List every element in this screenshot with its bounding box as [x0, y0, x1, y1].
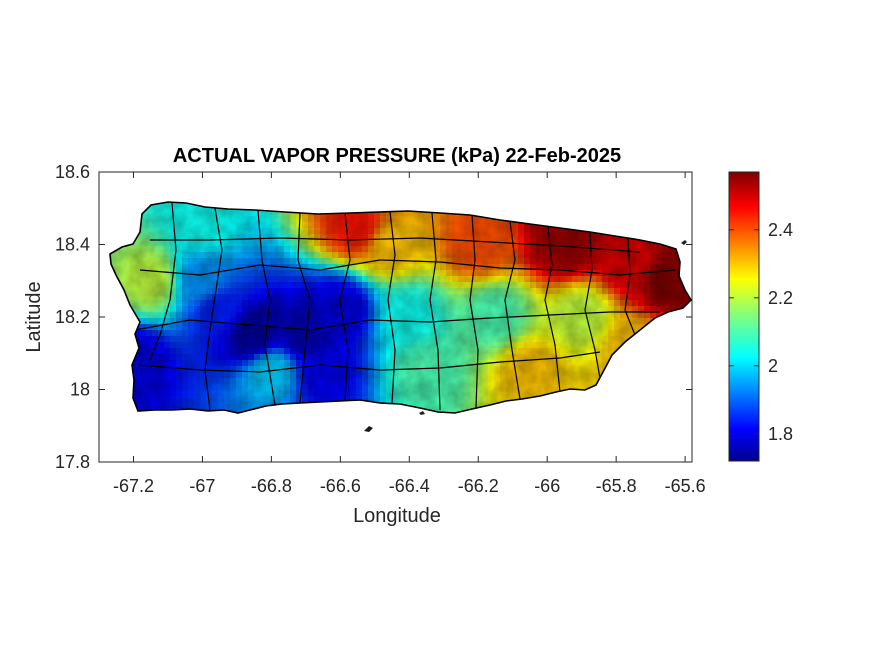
field-cell [692, 222, 699, 229]
colorbar-tick-label: 2.4 [768, 220, 793, 240]
x-axis-label: Longitude [353, 505, 441, 527]
field-cell [692, 390, 699, 397]
field-cell [692, 378, 699, 385]
x-tick-label: -65.8 [596, 476, 637, 496]
y-tick-label: 18.2 [55, 307, 90, 327]
colorbar [729, 172, 759, 461]
y-tick-label: 18.6 [55, 162, 90, 182]
y-tick-label: 18 [70, 380, 90, 400]
field-cell [692, 300, 699, 307]
field-cell [692, 210, 699, 217]
field-cell [692, 360, 699, 367]
field-cell [692, 246, 699, 253]
field-cell [692, 324, 699, 331]
x-tick-label: -66.8 [251, 476, 292, 496]
field-cell [692, 312, 699, 319]
field-cell [692, 204, 699, 211]
y-tick-label: 17.8 [55, 452, 90, 472]
y-axis-label: Latitude [23, 281, 45, 352]
field-cell [692, 336, 699, 343]
field-cell [692, 240, 699, 247]
field-cell [692, 318, 699, 325]
field-cell [692, 384, 699, 391]
x-tick-label: -67.2 [113, 476, 154, 496]
x-tick-label: -65.6 [665, 476, 706, 496]
x-tick-label: -66.6 [320, 476, 361, 496]
field-cell [692, 270, 699, 277]
field-cell [692, 402, 699, 409]
field-cell [692, 216, 699, 223]
field-cell [692, 288, 699, 295]
field-cell [692, 330, 699, 337]
x-tick-label: -66 [534, 476, 560, 496]
field-cell [692, 252, 699, 259]
colorbar-tick-label: 2.2 [768, 288, 793, 308]
field-cell [692, 294, 699, 301]
field-cell [692, 348, 699, 355]
field-cell [692, 198, 699, 205]
field-cell [692, 306, 699, 313]
colorbar-tick-label: 2 [768, 356, 778, 376]
field-cell [692, 282, 699, 289]
field-cell [692, 264, 699, 271]
field-cell [692, 342, 699, 349]
field-cell [692, 396, 699, 403]
y-tick-label: 18.4 [55, 235, 90, 255]
field-cell [692, 258, 699, 265]
field-cell [692, 414, 699, 421]
field-cell [692, 234, 699, 241]
field-cell [692, 228, 699, 235]
x-tick-label: -67 [189, 476, 215, 496]
x-tick-label: -66.2 [458, 476, 499, 496]
field-cell [692, 408, 699, 415]
chart-title: ACTUAL VAPOR PRESSURE (kPa) 22-Feb-2025 [173, 145, 621, 167]
field-cell [692, 354, 699, 361]
x-tick-label: -66.4 [389, 476, 430, 496]
field-cell [692, 372, 699, 379]
field-cell [692, 366, 699, 373]
field-cell [692, 276, 699, 283]
colorbar-tick-label: 1.8 [768, 424, 793, 444]
